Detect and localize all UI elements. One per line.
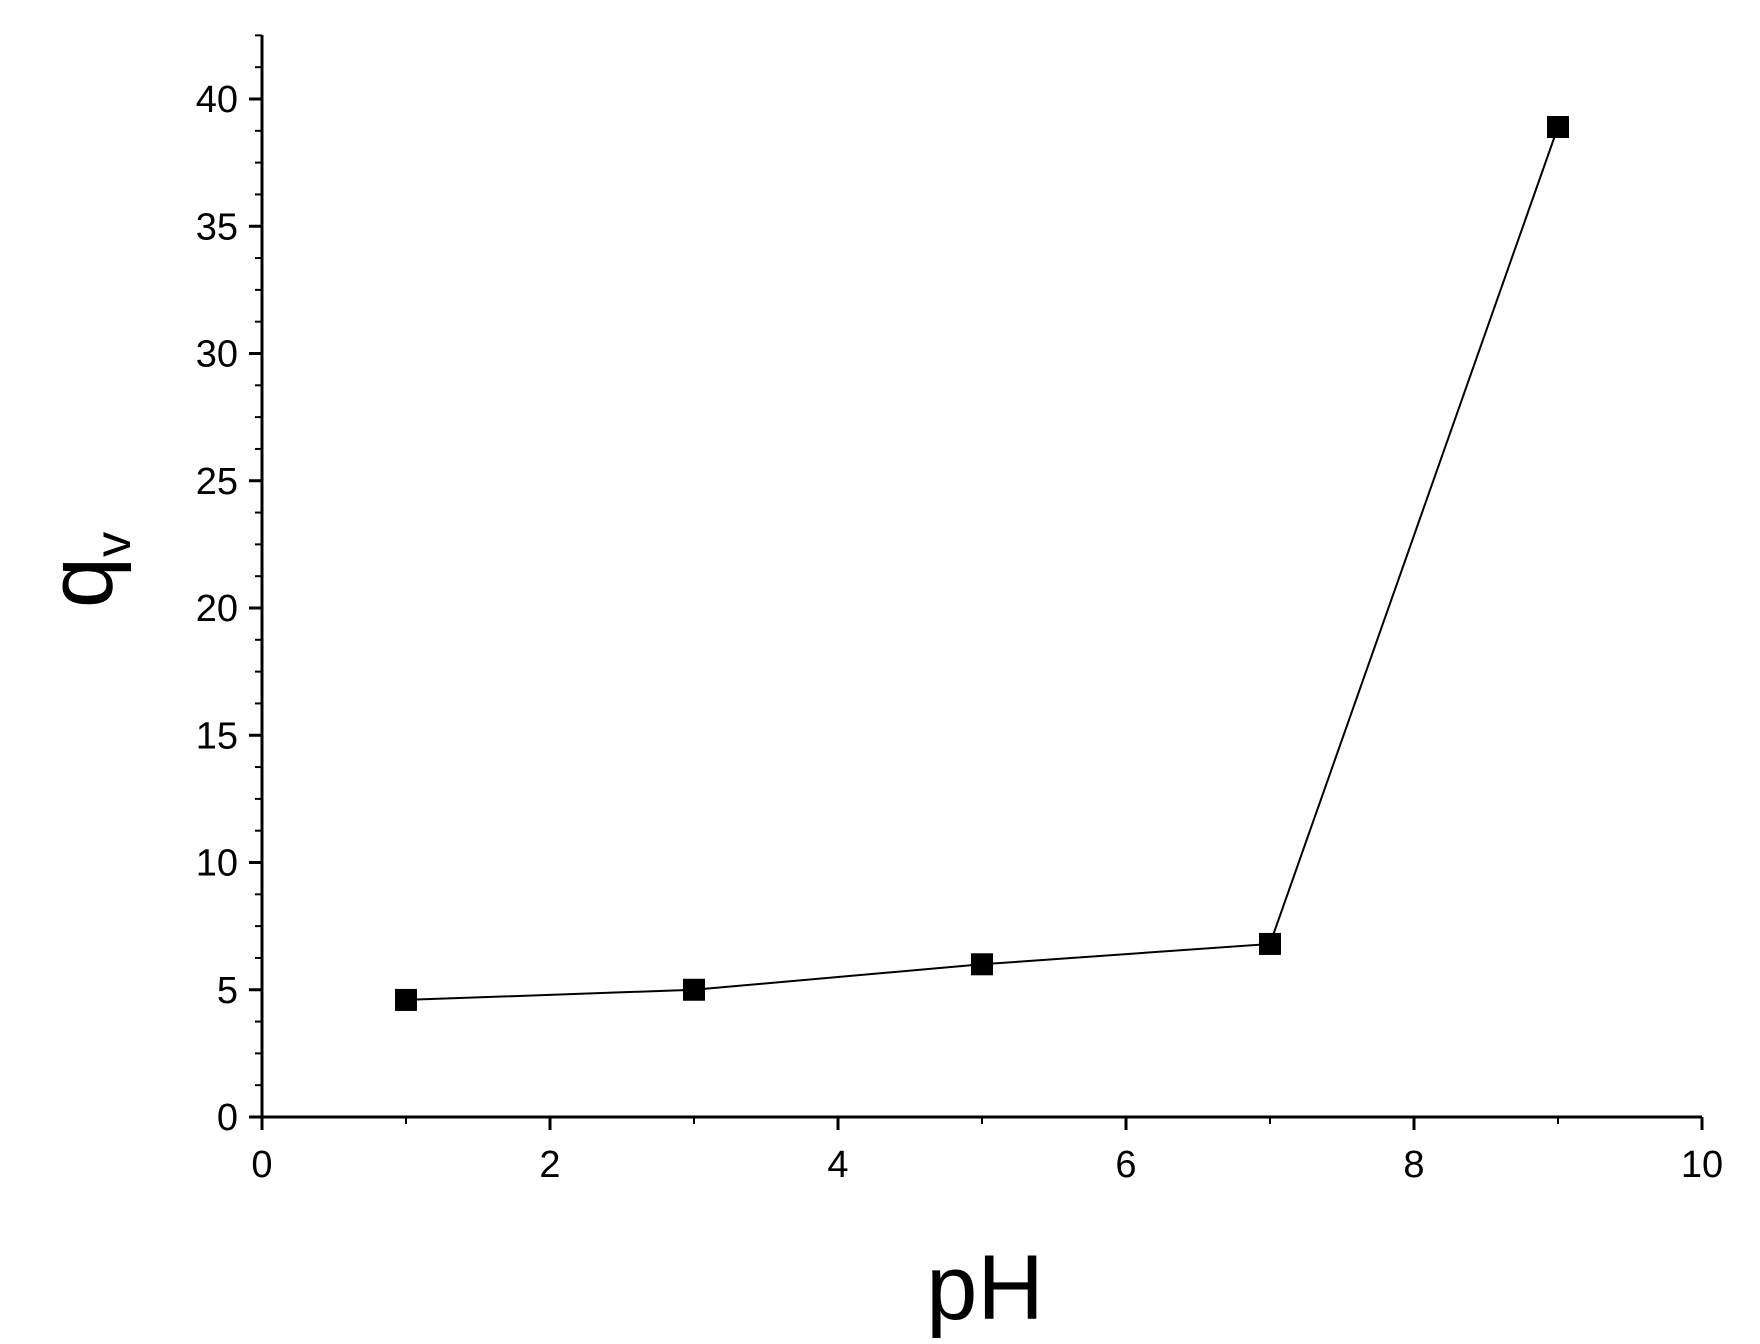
axes — [249, 34, 1704, 1130]
y-tick-label: 25 — [196, 461, 238, 503]
data-point — [395, 988, 417, 1011]
data-point — [971, 953, 993, 976]
data-point — [1547, 115, 1569, 138]
x-tick-label: 4 — [827, 1144, 848, 1186]
y-tick-label: 15 — [196, 715, 238, 757]
data-point — [1259, 932, 1281, 955]
y-axis-title-main: q — [30, 557, 132, 608]
data-point — [683, 978, 705, 1001]
x-tick-label: 2 — [539, 1144, 560, 1186]
x-tick-label: 8 — [1403, 1144, 1424, 1186]
y-tick-label: 5 — [217, 970, 238, 1012]
y-axis-title: qv — [30, 532, 141, 608]
y-tick-label: 20 — [196, 588, 238, 630]
y-axis-title-subscript: v — [85, 532, 141, 557]
x-axis-title: pH — [926, 1237, 1044, 1339]
y-tick-label: 10 — [196, 843, 238, 885]
tick-labels: 0 2 4 6 8 10 0 5 10 15 20 25 30 35 40 — [196, 79, 1723, 1186]
y-tick-label: 30 — [196, 334, 238, 376]
x-tick-label: 0 — [251, 1144, 272, 1186]
y-tick-label: 40 — [196, 79, 238, 121]
x-tick-label: 6 — [1115, 1144, 1136, 1186]
y-tick-label: 0 — [217, 1097, 238, 1139]
plot-area — [395, 115, 1569, 1011]
x-tick-label: 10 — [1681, 1144, 1723, 1186]
svg-text:qv: qv — [30, 532, 141, 608]
y-tick-label: 35 — [196, 206, 238, 248]
series-line — [405, 126, 1559, 1001]
